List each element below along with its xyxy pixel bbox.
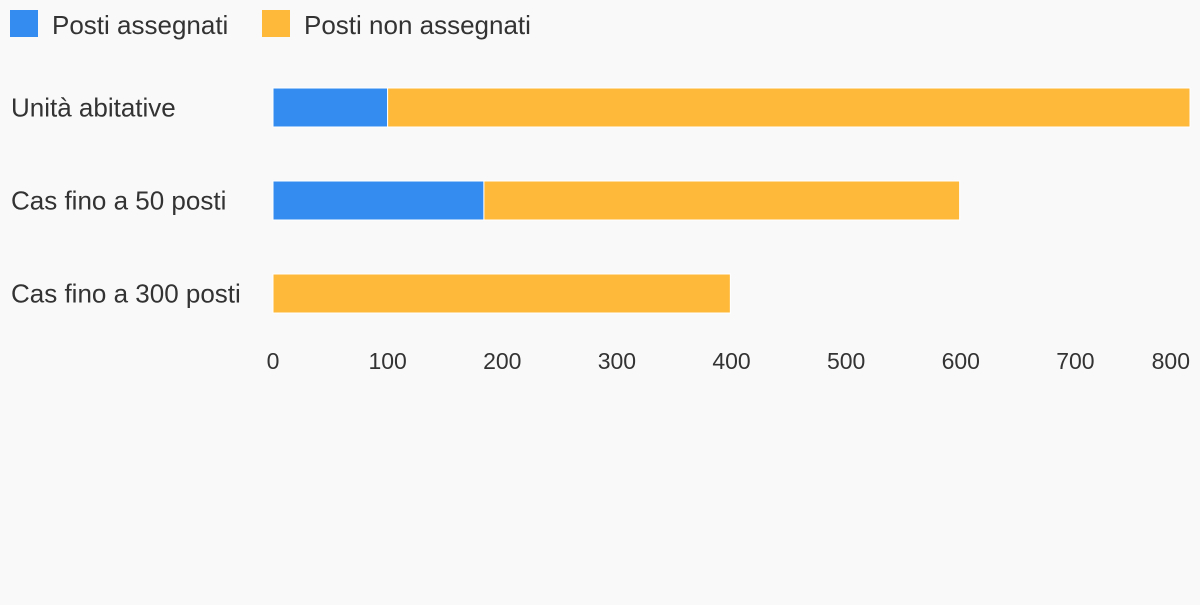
- legend-label-posti-assegnati: Posti assegnati: [52, 10, 228, 40]
- x-tick-label-800: 800: [1152, 348, 1190, 374]
- category-label-unita-abitative: Unità abitative: [11, 92, 176, 122]
- x-tick-label-0: 0: [267, 348, 280, 374]
- legend-swatch-posti-assegnati: [10, 10, 38, 37]
- bar-posti-non-assegnati-cas-fino-a-50-posti: [483, 180, 961, 221]
- x-tick-label-100: 100: [368, 348, 406, 374]
- category-labels: Unità abitative Cas fino a 50 posti Cas fi…: [11, 92, 241, 308]
- legend-label-posti-non-assegnati: Posti non assegnati: [304, 10, 531, 40]
- bar-posti-non-assegnati-cas-fino-a-300-posti: [272, 273, 731, 314]
- bars: [272, 87, 1191, 314]
- bar-posti-assegnati-unita-abitative: [272, 87, 389, 128]
- x-tick-label-200: 200: [483, 348, 521, 374]
- legend-swatch-posti-non-assegnati: [262, 10, 290, 37]
- category-label-cas-fino-a-300-posti: Cas fino a 300 posti: [11, 278, 241, 308]
- x-axis: 0 100 200 300 400 500 600 700 800: [267, 348, 1190, 374]
- x-tick-label-500: 500: [827, 348, 865, 374]
- x-tick-label-700: 700: [1056, 348, 1094, 374]
- x-tick-label-300: 300: [598, 348, 636, 374]
- category-label-cas-fino-a-50-posti: Cas fino a 50 posti: [11, 185, 226, 215]
- x-tick-label-400: 400: [712, 348, 750, 374]
- bar-posti-non-assegnati-unita-abitative: [387, 87, 1191, 128]
- legend: Posti assegnati Posti non assegnati: [10, 10, 531, 40]
- bar-posti-assegnati-cas-fino-a-50-posti: [272, 180, 485, 221]
- x-tick-label-600: 600: [942, 348, 980, 374]
